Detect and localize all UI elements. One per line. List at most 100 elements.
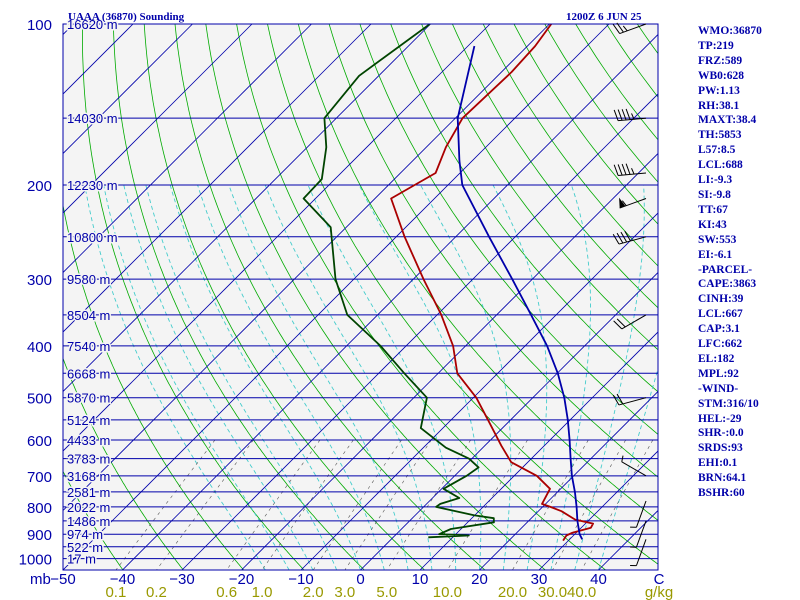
dry-adiabat [143,24,425,570]
wind-barb-staff [619,198,647,209]
isotherm [181,93,658,570]
wind-barb-flag [624,230,631,242]
wind-barb-staff [635,539,647,566]
index-line: LFC:662 [698,338,743,351]
mixing-ratio-line [115,439,216,570]
index-line: RH:38.1 [698,99,740,112]
moist-adiabat [598,367,658,570]
pressure-tick-label: 800 [27,500,52,517]
temperature-tick-label: 30 [531,571,548,588]
moist-adiabat [145,184,338,570]
index-line: EI:-6.1 [698,248,733,261]
wind-barb-flag [613,164,619,176]
index-line: WB0:628 [698,69,744,82]
index-line: MAXT:38.4 [698,114,757,127]
pressure-tick-label: 1000 [19,552,52,569]
pressure-tick-label: 400 [27,339,52,356]
index-line: L57:8.5 [698,144,736,157]
pressure-tick-label: 500 [27,391,52,408]
temperature-tick-label: 20 [471,571,488,588]
wind-barb-staff [621,314,647,330]
dry-adiabat [452,24,658,309]
height-label: 3783 m [67,452,110,467]
height-label: 17 m [67,552,96,567]
index-line: SW:553 [698,233,737,246]
mixing-ratio-label: 2.0 [303,584,324,600]
height-label: 5870 m [67,391,110,406]
pressure-tick-label: 100 [27,17,52,34]
wind-barb-flag [617,109,623,121]
moist-adiabat [574,184,645,570]
isotherm [538,450,658,570]
wind-barb-flag [625,108,631,120]
height-label: 12230 m [67,178,118,193]
moist-adiabat [492,184,548,570]
chart-title: UAAA (36870) Sounding [68,11,185,23]
mixing-ratio-line [512,439,589,570]
indices-panel: WMO:36870 TP:219 FRZ:589 WB0:628 PW:1.13 RH:3… [698,24,798,501]
mixing-ratio-line [552,439,626,570]
height-label: 974 m [67,527,103,542]
mixing-ratio-label: 30.0 [538,584,567,600]
dry-adiabat [63,203,244,570]
height-label: 2581 m [67,485,110,500]
height-label: 7540 m [67,339,110,354]
isotherm [63,24,491,452]
wind-barb-staff [618,172,647,176]
index-line: TH:5853 [698,129,742,142]
wind-barb-staff [618,236,647,245]
index-line: MPL:92 [698,367,739,380]
index-line: STM:316/10 [698,397,759,410]
wind-barb [630,500,647,528]
isotherm [0,24,14,570]
isotherm [419,331,658,570]
wind-barb-flag [625,163,631,175]
pressure-tick-label: 900 [27,527,52,544]
moist-adiabat [103,184,290,570]
index-line: BSHR:60 [698,487,745,500]
wind-barb-staff [619,23,647,35]
wind-barb-staff [635,520,647,548]
mixing-ratio-label: 20.0 [498,584,527,600]
dewpoint-trace [302,24,495,539]
index-line: TP:219 [698,39,734,52]
mixing-ratio-label: 1.0 [252,584,273,600]
wind-barb-flag [616,232,624,244]
mixing-ratio-line [156,439,254,570]
plot-background [63,24,658,570]
mixing-ratio-line [581,439,654,570]
isotherm [300,212,658,570]
isotherm [479,390,658,570]
temperature-tick-label: −30 [169,571,194,588]
wind-barb-pennant [619,197,626,209]
wind-barb [619,197,647,209]
index-line: LI:-9.3 [698,174,733,187]
isotherm [241,152,658,570]
dry-adiabat [236,24,606,570]
wind-barbs [612,22,647,567]
height-label: 14030 m [67,111,118,126]
wind-barb [612,393,647,406]
index-line: CAP:3.1 [698,323,740,336]
moist-adiabat [123,184,314,570]
temperature-tick-label: −20 [229,571,254,588]
index-line: SI:-9.8 [698,188,731,201]
mixing-ratio-label: 10.0 [433,584,462,600]
wind-barb-half-flag [630,526,637,528]
index-line: CAPE:3863 [698,278,757,291]
wind-barb-flag [617,164,623,176]
isotherm [360,271,658,570]
isotherm [63,24,312,274]
height-label: 2022 m [67,500,110,515]
dry-adiabat [63,470,124,570]
index-line: -PARCEL- [698,263,753,276]
wind-barb-flag [616,393,624,405]
dry-adiabat [82,24,305,570]
index-line: SRDS:93 [698,442,743,455]
moist-adiabat [358,184,482,570]
index-line: SHR-:0.0 [698,427,744,440]
dry-adiabat [359,24,658,435]
wind-barb [613,163,647,176]
